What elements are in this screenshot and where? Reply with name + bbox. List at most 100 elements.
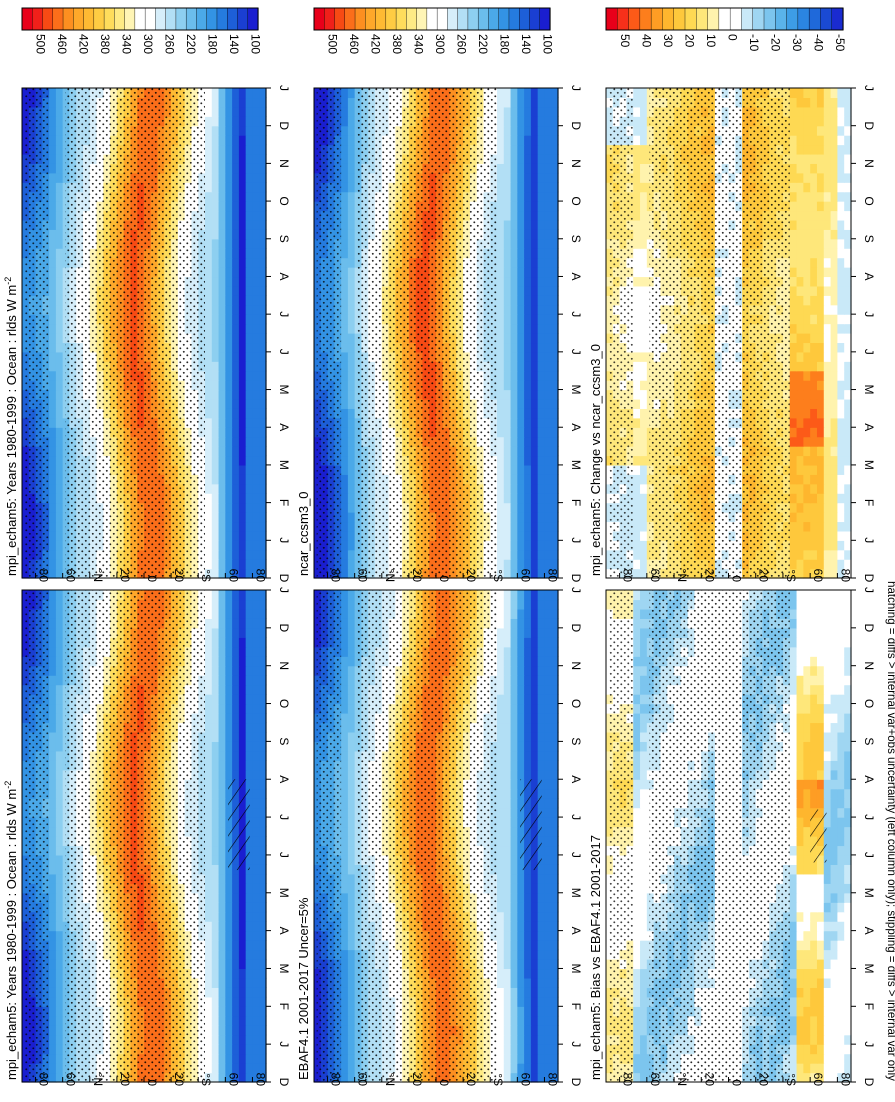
heatmap-cell: [530, 968, 539, 979]
heatmap-cell: [49, 836, 57, 847]
heatmap-cell: [211, 722, 220, 733]
heatmap-cell: [517, 892, 525, 903]
colorbar-label: 500: [34, 34, 48, 54]
heatmap-cell: [211, 1044, 220, 1055]
heatmap-cell: [49, 144, 57, 155]
heatmap-cell: [211, 807, 220, 818]
heatmap-cell: [211, 483, 220, 494]
heatmap-cell: [530, 930, 539, 941]
heatmap-cell: [551, 959, 559, 970]
heatmap-cell: [245, 703, 254, 714]
heatmap-cell: [49, 219, 57, 230]
month-tick-label: O: [277, 196, 291, 205]
lat-tick-label: 80: [253, 1073, 267, 1087]
colorbar-swatch: [196, 7, 208, 31]
heatmap-cell: [341, 845, 349, 856]
heatmap-cell: [245, 351, 254, 362]
heatmap-cell: [218, 446, 226, 457]
heatmap-cell: [544, 845, 552, 856]
heatmap-cell: [252, 144, 260, 155]
heatmap-cell: [218, 694, 226, 705]
heatmap-cell: [259, 1044, 267, 1055]
heatmap-cell: [341, 1044, 349, 1055]
heatmap-cell: [225, 675, 233, 686]
heatmap-cell: [259, 568, 267, 579]
heatmap-cell: [530, 1063, 539, 1074]
heatmap-cell: [259, 219, 267, 230]
heatmap-cell: [245, 656, 254, 667]
heatmap-cell: [55, 351, 64, 362]
heatmap-cell: [238, 968, 247, 979]
heatmap-cell: [49, 1034, 57, 1045]
heatmap-cell: [537, 1044, 546, 1055]
heatmap-cell: [517, 1034, 525, 1045]
heatmap-cell: [55, 854, 64, 865]
heatmap-cell: [225, 873, 233, 884]
heatmap-cell: [211, 530, 220, 541]
heatmap-cell: [232, 333, 240, 344]
heatmap-cell: [238, 512, 247, 523]
heatmap-cell: [55, 703, 64, 714]
heatmap-cell: [551, 911, 559, 922]
heatmap-cell: [225, 930, 233, 941]
heatmap-cell: [211, 276, 220, 287]
colorbar-label: 460: [55, 34, 69, 54]
heatmap-cell: [245, 549, 254, 560]
heatmap-cell: [259, 502, 267, 513]
heatmap-cell: [49, 911, 57, 922]
heatmap-cell: [551, 892, 559, 903]
heatmap-cell: [517, 949, 525, 960]
heatmap-cell: [245, 1006, 254, 1017]
heatmap-cell: [341, 1053, 349, 1064]
heatmap-cell: [238, 1044, 247, 1055]
heatmap-cell: [211, 968, 220, 979]
heatmap-cell: [55, 446, 64, 457]
heatmap-cell: [238, 285, 247, 296]
heatmap-cell: [218, 665, 226, 676]
heatmap-cell: [55, 1072, 64, 1083]
heatmap-cell: [55, 731, 64, 742]
heatmap-cell: [259, 314, 267, 325]
heatmap-cell: [252, 590, 260, 601]
heatmap-cell: [259, 295, 267, 306]
heatmap-cell: [497, 1034, 505, 1045]
heatmap-cell: [49, 684, 57, 695]
heatmap-cell: [259, 380, 267, 391]
heatmap-cell: [510, 826, 518, 837]
heatmap-cell: [232, 135, 240, 146]
heatmap-cell: [218, 427, 226, 438]
heatmap-cell: [252, 836, 260, 847]
heatmap-cell: [510, 996, 518, 1007]
heatmap-cell: [517, 996, 525, 1007]
heatmap-cell: [245, 295, 254, 306]
heatmap-cell: [245, 646, 254, 657]
heatmap-cell: [218, 798, 226, 809]
heatmap-cell: [49, 135, 57, 146]
heatmap-cell: [218, 959, 226, 970]
heatmap-cell: [211, 731, 220, 742]
heatmap-cell: [238, 295, 247, 306]
heatmap-cell: [524, 977, 532, 988]
heatmap-cell: [55, 257, 64, 268]
heatmap-cell: [205, 540, 213, 551]
heatmap-cell: [218, 88, 226, 99]
heatmap-cell: [49, 864, 57, 875]
heatmap-cell: [347, 921, 356, 932]
heatmap-cell: [49, 769, 57, 780]
heatmap-cell: [211, 191, 220, 202]
heatmap-cell: [510, 1063, 518, 1074]
heatmap-cell: [524, 902, 532, 913]
heatmap-cell: [497, 1006, 505, 1017]
heatmap-cell: [205, 248, 213, 259]
heatmap-cell: [245, 116, 254, 127]
heatmap-cell: [252, 351, 260, 362]
heatmap-cell: [259, 97, 267, 108]
heatmap-cell: [205, 493, 213, 504]
heatmap-cell: [55, 845, 64, 856]
heatmap-cell: [205, 144, 213, 155]
heatmap-cell: [517, 987, 525, 998]
heatmap-cell: [218, 1015, 226, 1026]
heatmap-cell: [205, 864, 213, 875]
heatmap-cell: [259, 788, 267, 799]
heatmap-cell: [238, 873, 247, 884]
